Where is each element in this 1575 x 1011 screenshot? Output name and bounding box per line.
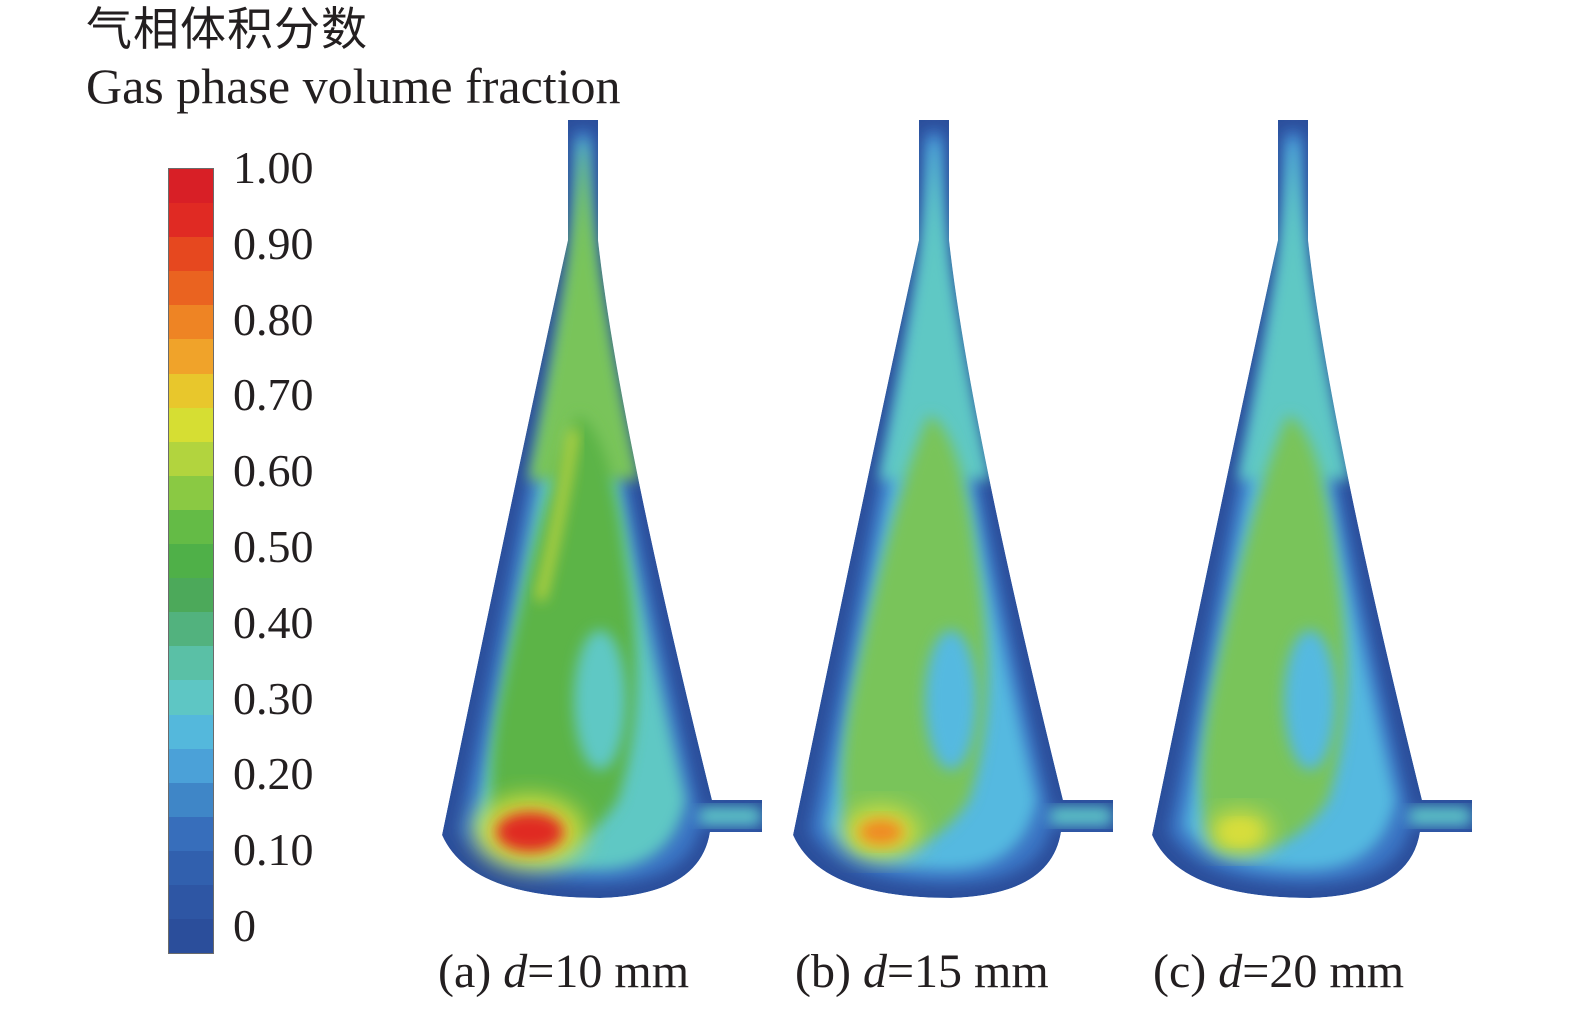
vortex-inner-loop <box>574 630 626 770</box>
colorbar-step <box>169 884 213 920</box>
colorbar-step <box>169 339 213 374</box>
outlet-pipe <box>1410 808 1470 824</box>
yellow-streak <box>536 429 578 601</box>
colorbar-step <box>169 782 213 817</box>
colorbar-step <box>169 441 213 476</box>
contour-panel <box>793 120 1113 898</box>
hotspot <box>1209 811 1271 853</box>
vortex-inner-loop <box>1284 630 1336 770</box>
colorbar-step <box>169 237 213 272</box>
tick-label: 0.70 <box>233 369 314 421</box>
colorbar-step <box>169 169 213 204</box>
contour-panel <box>442 120 762 898</box>
tick-label: 1.00 <box>233 142 314 193</box>
flow-region-upper <box>528 150 640 480</box>
colorbar-step <box>169 544 213 579</box>
outlet-pipe <box>700 808 760 824</box>
colorbar-step <box>169 271 213 306</box>
tick-label: 0.60 <box>233 445 314 497</box>
colorbar-step <box>169 578 213 613</box>
tick-label: 0.20 <box>233 748 314 800</box>
colorbar-step <box>169 714 213 749</box>
colorbar-step <box>169 305 213 340</box>
colorbar-step <box>169 680 213 715</box>
outlet-pipe <box>1051 808 1111 824</box>
colorbar-step <box>169 475 213 510</box>
tick-label: 0.40 <box>233 596 314 648</box>
colorbar-step <box>169 850 213 885</box>
colorbar-step <box>169 509 213 545</box>
vortex-inner-loop <box>925 630 977 770</box>
caption-a: (a) d=10 mm <box>438 945 690 998</box>
tick-label: 0.80 <box>233 293 314 345</box>
tick-label: 0.90 <box>233 217 314 269</box>
colorbar <box>168 168 214 954</box>
colorbar-step <box>169 407 213 442</box>
colorbar-step <box>169 748 213 783</box>
colorbar-step <box>169 816 213 851</box>
colorbar-step <box>169 646 213 681</box>
tick-label: 0.10 <box>233 824 314 876</box>
flow-region-upper <box>879 150 991 480</box>
contour-panel <box>1152 120 1472 898</box>
colorbar-step <box>169 612 213 647</box>
hotspot <box>476 796 584 868</box>
tick-label: 0.50 <box>233 521 314 572</box>
colorbar-step <box>169 919 213 954</box>
legend-title-english: Gas phase volume fraction <box>86 58 621 114</box>
caption-b: (b) d=15 mm <box>795 945 1049 998</box>
flow-region-upper <box>1238 150 1350 480</box>
legend-title-chinese: 气相体积分数 <box>86 2 368 56</box>
colorbar-step <box>169 203 213 238</box>
tick-label: 0 <box>233 900 256 951</box>
colorbar-step <box>169 373 213 408</box>
caption-c: (c) d=20 mm <box>1153 945 1405 998</box>
hotspot <box>843 806 919 858</box>
tick-label: 0.30 <box>233 672 314 724</box>
